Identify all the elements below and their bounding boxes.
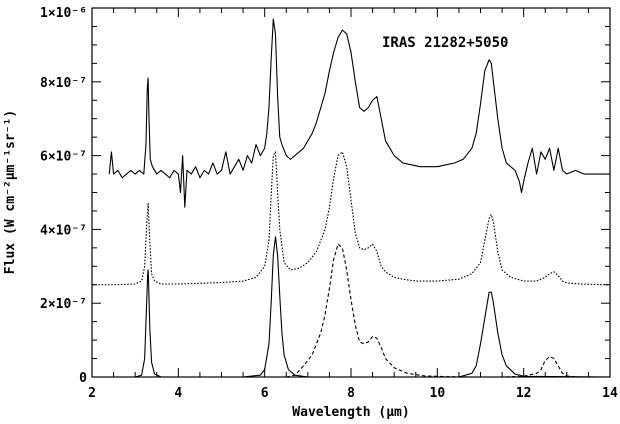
y-tick-label: 4×10⁻⁷	[40, 223, 87, 238]
x-tick-label: 2	[88, 386, 96, 401]
y-tick-label: 6×10⁻⁷	[40, 150, 87, 165]
x-axis-label: Wavelength (μm)	[292, 405, 409, 420]
y-tick-label: 0	[79, 371, 87, 386]
x-tick-label: 10	[430, 386, 446, 401]
x-tick-label: 14	[602, 386, 618, 401]
y-tick-label: 2×10⁻⁷	[40, 297, 87, 312]
x-tick-label: 6	[261, 386, 269, 401]
y-tick-label: 1×10⁻⁶	[40, 6, 87, 21]
y-axis-label: Flux (W cm⁻²μm⁻¹sr⁻¹)	[3, 110, 18, 274]
plot-frame	[91, 7, 611, 378]
axis-ticks	[91, 7, 611, 378]
annotation-label: IRAS 21282+5050	[382, 35, 508, 51]
y-tick-labels: 0 2×10⁻⁷ 4×10⁻⁷ 6×10⁻⁷ 8×10⁻⁷ 1×10⁻⁶	[40, 6, 87, 386]
series-line-component-narrow	[92, 236, 611, 378]
series-line-component-broad	[286, 243, 576, 378]
x-tick-label: 8	[347, 386, 355, 401]
x-tick-labels: 2 4 6 8 10 12 14	[88, 386, 618, 401]
series-layer	[92, 18, 611, 378]
series-line-observed	[108, 18, 610, 208]
y-tick-label: 8×10⁻⁷	[40, 76, 87, 91]
series-line-model-offset	[92, 151, 611, 286]
x-tick-label: 4	[174, 386, 182, 401]
x-tick-label: 12	[516, 386, 532, 401]
